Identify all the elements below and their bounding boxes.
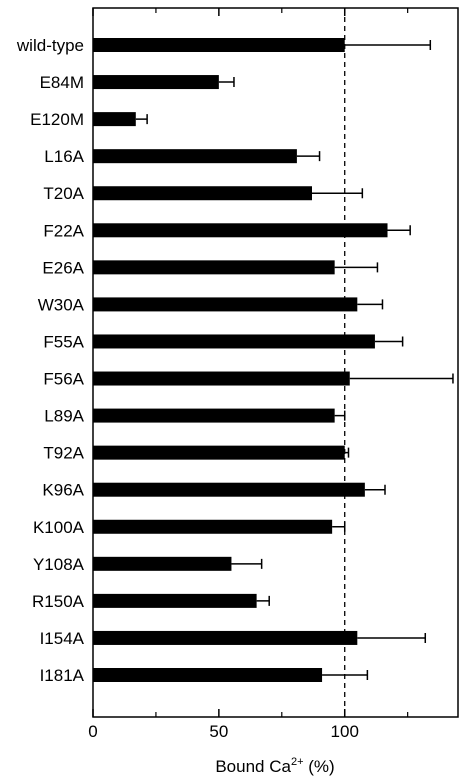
- x-axis-label: Bound Ca2+ (%): [215, 756, 334, 776]
- y-tick-label: F22A: [43, 221, 84, 240]
- x-tick-label: 0: [88, 722, 97, 741]
- error-bar: [231, 558, 263, 569]
- bar: [93, 38, 345, 52]
- y-tick-label: E26A: [42, 258, 84, 277]
- x-tick-label: 100: [331, 722, 359, 741]
- error-bar: [135, 114, 148, 125]
- error-bar: [296, 151, 321, 162]
- y-tick-label: F56A: [43, 370, 84, 389]
- bar: [93, 668, 323, 682]
- bar: [93, 149, 297, 164]
- bar: [93, 297, 358, 312]
- error-bar: [334, 262, 379, 273]
- error-bar: [218, 77, 235, 88]
- bar: [93, 482, 365, 497]
- bar: [93, 408, 335, 423]
- x-label-sup: 2+: [291, 756, 304, 768]
- error-bar: [344, 40, 432, 50]
- x-tick-label: 50: [209, 722, 228, 741]
- bar: [93, 593, 257, 608]
- y-tick-label: W30A: [38, 295, 85, 314]
- error-bar: [322, 670, 369, 680]
- bar: [93, 556, 232, 571]
- y-tick-label: E120M: [30, 110, 84, 129]
- error-bar: [357, 632, 427, 643]
- plot-frame: [92, 7, 459, 718]
- error-bar: [334, 410, 346, 421]
- bar: [93, 260, 335, 275]
- bar: [93, 334, 375, 349]
- bar: [93, 75, 219, 90]
- error-bar: [332, 521, 346, 532]
- y-tick-label: T20A: [43, 184, 84, 203]
- bar: [93, 371, 350, 386]
- y-tick-label: E84M: [40, 73, 84, 92]
- error-bar: [387, 225, 411, 236]
- y-tick-label: T92A: [43, 444, 84, 463]
- error-bar: [256, 595, 270, 606]
- error-bar: [357, 299, 384, 310]
- y-tick-label: I154A: [40, 629, 85, 648]
- error-bar: [374, 336, 404, 347]
- y-tick-label: I181A: [40, 666, 85, 685]
- bar: [93, 519, 333, 534]
- bar: [93, 186, 312, 201]
- y-tick-label: K100A: [33, 518, 85, 537]
- bar: [93, 630, 358, 645]
- x-label-suffix: (%): [304, 757, 335, 776]
- y-tick-label: Y108A: [33, 555, 85, 574]
- bar: [93, 112, 136, 127]
- y-tick-label: F55A: [43, 332, 84, 351]
- x-label-text: Bound Ca: [215, 757, 291, 776]
- error-bar: [312, 188, 364, 199]
- y-tick-label: R150A: [32, 592, 85, 611]
- y-tick-label: L16A: [44, 147, 84, 166]
- y-tick-label: L89A: [44, 407, 84, 426]
- error-bar: [349, 373, 454, 384]
- y-tick-label: wild-type: [16, 36, 84, 55]
- error-bar: [364, 484, 386, 495]
- y-tick-label: K96A: [42, 481, 84, 500]
- bar: [93, 445, 345, 460]
- error-bar: [344, 447, 350, 458]
- bar: [93, 223, 388, 238]
